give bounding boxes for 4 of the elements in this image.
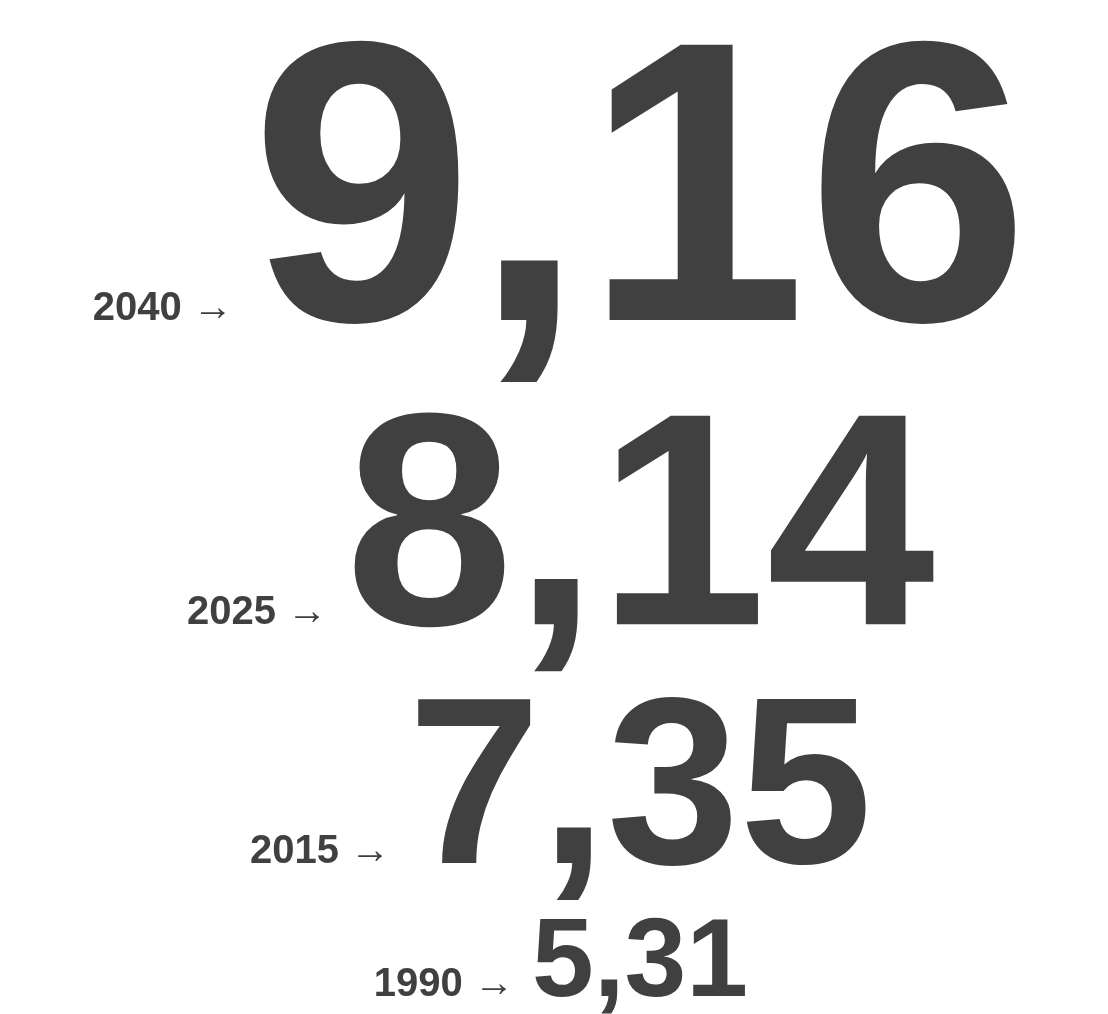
category-label: 2040 → [92, 284, 233, 328]
category-label: 2015 → [249, 826, 390, 871]
category-label: 2025 → [186, 588, 328, 633]
category-label: 1990 → [373, 960, 514, 1005]
